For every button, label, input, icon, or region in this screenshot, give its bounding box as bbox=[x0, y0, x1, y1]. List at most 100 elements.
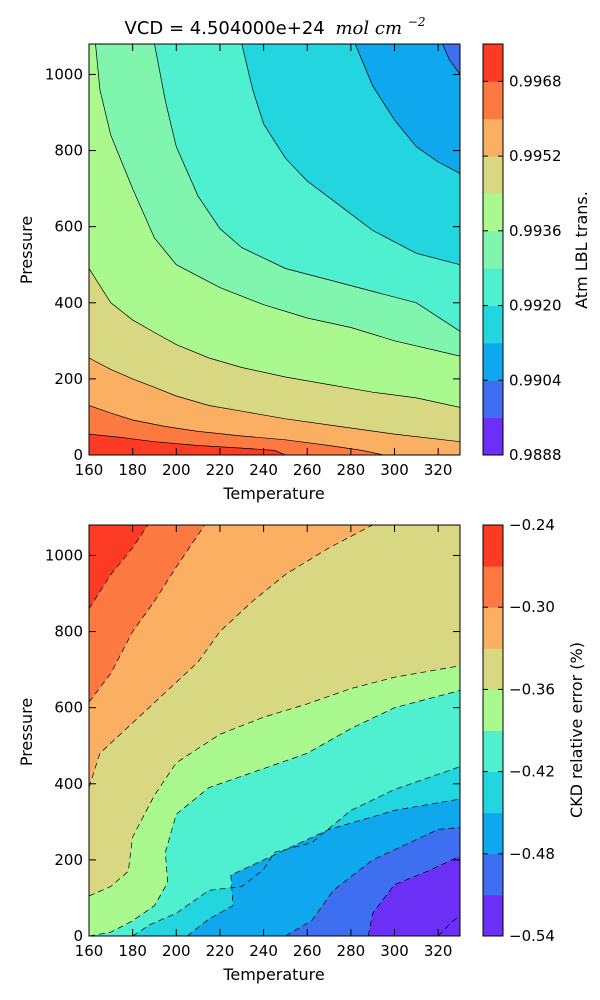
x-tick-label: 300 bbox=[380, 942, 409, 960]
colorbar-segment bbox=[483, 193, 503, 232]
contour-line bbox=[95, 44, 460, 357]
colorbar-tick-label: −0.24 bbox=[509, 516, 555, 534]
contour-line bbox=[442, 44, 460, 75]
x-tick-label: 220 bbox=[206, 461, 235, 479]
colorbar-segment bbox=[483, 342, 503, 381]
colorbar-tick-label: −0.54 bbox=[509, 927, 555, 945]
y-tick-label: 0 bbox=[73, 446, 83, 464]
x-tick-label: 180 bbox=[118, 461, 147, 479]
y-tick-label: 800 bbox=[54, 142, 83, 160]
colorbar-tick-label: −0.48 bbox=[509, 845, 555, 863]
colorbar-top[interactable]: 0.9888 0.9904 0.9920 0.9936 0.9952 0.9968 bbox=[482, 43, 562, 464]
colorbar-segment bbox=[483, 648, 503, 690]
contour-line bbox=[354, 44, 460, 174]
x-tick-label: 320 bbox=[424, 942, 453, 960]
colorbar-tick-label: 0.9888 bbox=[509, 446, 562, 464]
plot-area-bottom bbox=[88, 524, 461, 937]
x-tick-label: 180 bbox=[118, 942, 147, 960]
colorbar-tick-label: 0.9904 bbox=[509, 371, 562, 389]
colorbar-frame bbox=[482, 43, 504, 456]
colorbar-segment bbox=[483, 118, 503, 157]
colorbar-segment bbox=[483, 894, 503, 937]
colorbar-segment bbox=[483, 812, 503, 855]
x-axis-top: 160 180 200 220 240 260 280 300 320 bbox=[75, 44, 453, 479]
colorbar-tick-label: −0.36 bbox=[509, 680, 555, 698]
contour-line bbox=[89, 525, 373, 788]
plot-frame bbox=[88, 524, 461, 937]
chart-top-title: VCD = 4.504000e+24 mol cm −2 bbox=[125, 15, 426, 39]
colorbar-tick-label: 0.9952 bbox=[509, 147, 562, 165]
x-tick-label: 240 bbox=[249, 942, 278, 960]
y-tick-label: 600 bbox=[54, 218, 83, 236]
y-axis-label-bottom: Pressure bbox=[17, 698, 36, 766]
y-tick-label: 600 bbox=[54, 699, 83, 717]
x-tick-label: 160 bbox=[75, 942, 104, 960]
colorbar-segment bbox=[483, 380, 503, 419]
plot-frame bbox=[88, 43, 461, 456]
y-tick-label: 400 bbox=[54, 294, 83, 312]
contour-line bbox=[285, 827, 460, 936]
x-tick-label: 200 bbox=[162, 461, 191, 479]
colorbar-segment bbox=[483, 156, 503, 194]
colorbar-segment bbox=[483, 81, 503, 120]
colorbar-tick-label: −0.30 bbox=[509, 598, 555, 616]
contour-line bbox=[89, 357, 460, 443]
contour-line bbox=[89, 525, 149, 609]
contour-band bbox=[368, 856, 460, 936]
contour-band bbox=[442, 44, 460, 75]
colorbar-segment bbox=[483, 525, 503, 567]
colorbar-tick-label: −0.42 bbox=[509, 763, 555, 781]
colorbar-bottom[interactable]: −0.54 −0.48 −0.42 −0.36 −0.30 −0.24 bbox=[482, 516, 555, 945]
x-tick-label: 220 bbox=[206, 942, 235, 960]
colorbar-segment bbox=[483, 566, 503, 608]
y-tick-label: 800 bbox=[54, 623, 83, 641]
colorbar-segment bbox=[483, 853, 503, 896]
contour-line bbox=[154, 44, 460, 332]
contour-line bbox=[89, 268, 460, 408]
x-tick-label: 160 bbox=[75, 461, 104, 479]
y-axis-top: 0 200 400 600 800 1000 bbox=[45, 65, 460, 464]
colorbar-frame bbox=[482, 524, 504, 937]
contour-line bbox=[89, 433, 286, 455]
colorbar-segment bbox=[483, 771, 503, 814]
y-axis-bottom: 0 200 400 600 800 1000 bbox=[45, 546, 460, 945]
y-tick-label: 400 bbox=[54, 775, 83, 793]
x-tick-label: 280 bbox=[337, 942, 366, 960]
colorbar-segment bbox=[483, 305, 503, 344]
chart-top: VCD = 4.504000e+24 mol cm −2 160 180 200 22… bbox=[17, 15, 591, 503]
contour-band bbox=[355, 44, 460, 174]
colorbar-label-bottom: CKD relative error (%) bbox=[567, 642, 586, 818]
colorbar-tick-label: 0.9968 bbox=[509, 72, 562, 90]
contour-line bbox=[241, 44, 460, 266]
colorbar-segment bbox=[483, 607, 503, 649]
x-axis-label-top: Temperature bbox=[222, 484, 324, 503]
colorbar-segment bbox=[483, 44, 503, 82]
contour-line bbox=[437, 914, 460, 936]
x-tick-label: 280 bbox=[337, 461, 366, 479]
y-tick-label: 200 bbox=[54, 370, 83, 388]
x-tick-label: 260 bbox=[293, 461, 322, 479]
contour-line bbox=[89, 405, 384, 455]
colorbar-label-top: Atm LBL trans. bbox=[572, 191, 591, 309]
plot-area-top bbox=[88, 43, 461, 456]
colorbar-tick-label: 0.9936 bbox=[509, 222, 562, 240]
contour-line bbox=[186, 798, 460, 936]
y-tick-label: 0 bbox=[73, 927, 83, 945]
chart-bottom: 160 180 200 220 240 260 280 300 320 0 200 400 600 80… bbox=[17, 516, 586, 984]
x-tick-label: 200 bbox=[162, 942, 191, 960]
colorbar-segment bbox=[483, 689, 503, 731]
colorbar-segment bbox=[483, 230, 503, 269]
y-axis-label-top: Pressure bbox=[17, 216, 36, 284]
y-tick-label: 1000 bbox=[45, 65, 83, 83]
contour-line bbox=[132, 766, 460, 936]
colorbar-segment bbox=[483, 268, 503, 307]
y-tick-label: 200 bbox=[54, 851, 83, 869]
contour-line bbox=[367, 855, 460, 936]
x-axis-bottom: 160 180 200 220 240 260 280 300 320 bbox=[75, 525, 453, 960]
x-tick-label: 240 bbox=[249, 461, 278, 479]
y-tick-label: 1000 bbox=[45, 546, 83, 564]
contour-line bbox=[89, 525, 205, 703]
x-tick-label: 320 bbox=[424, 461, 453, 479]
colorbar-segment bbox=[483, 730, 503, 773]
